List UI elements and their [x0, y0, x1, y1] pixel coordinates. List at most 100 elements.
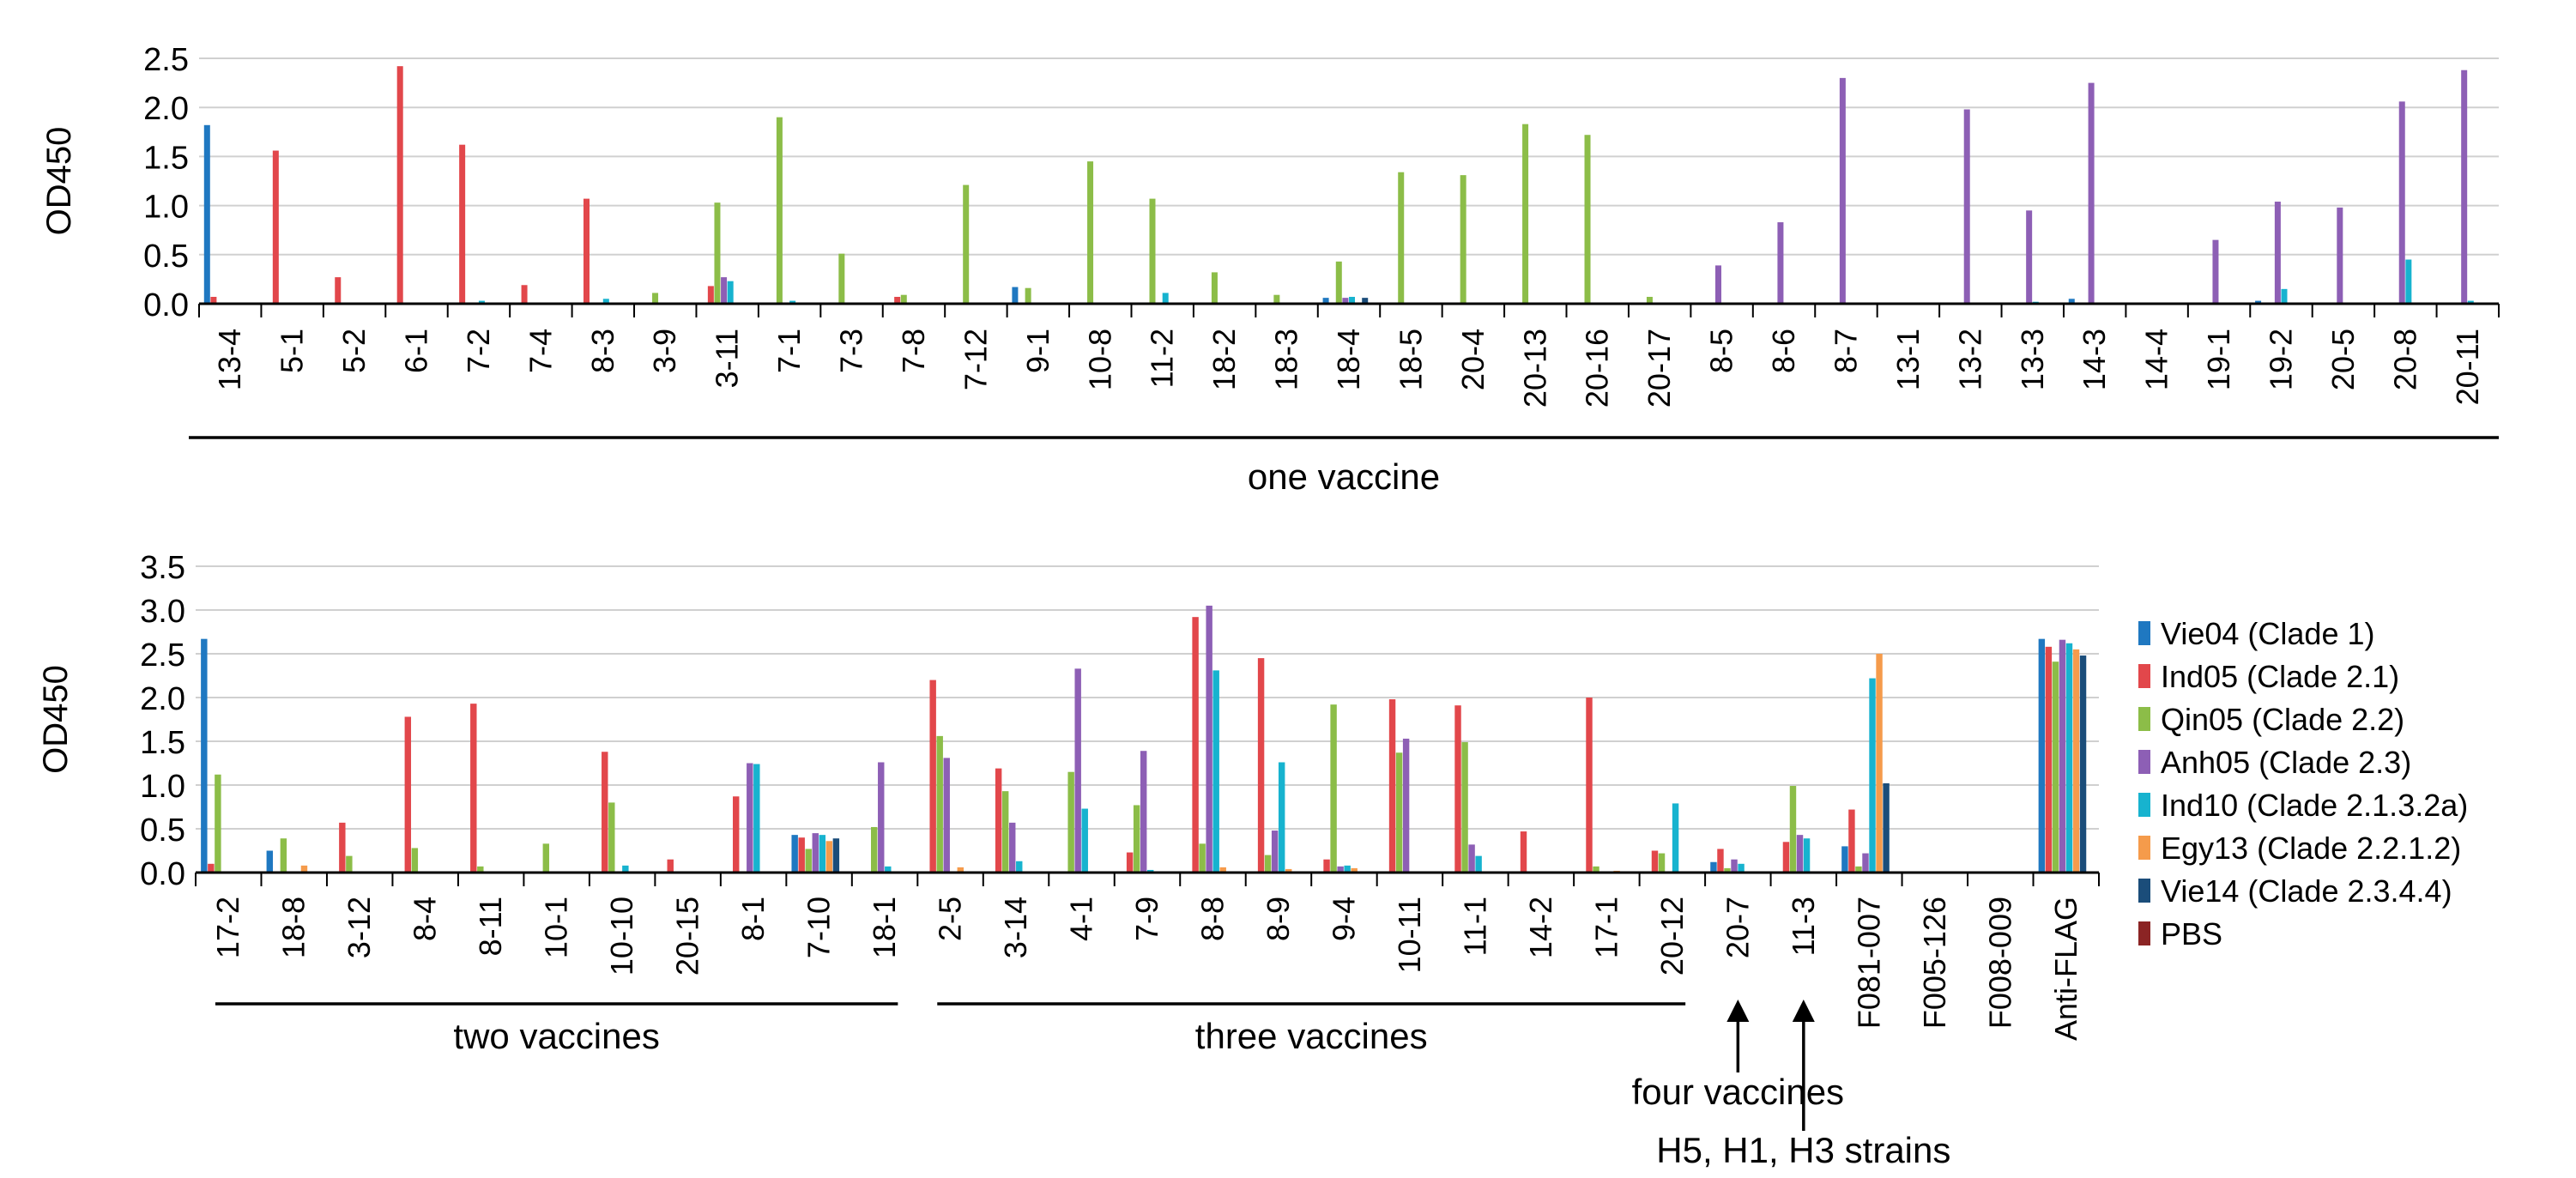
x-category-label: 8-4 — [408, 897, 443, 941]
bar-anh05 — [878, 762, 885, 873]
bar-ind10 — [2281, 288, 2288, 304]
x-category-label: 20-17 — [1642, 329, 1677, 408]
y-tick-label: 1.0 — [140, 769, 185, 805]
x-category-label: 9-1 — [1020, 329, 1055, 373]
bar-anh05 — [1140, 751, 1147, 873]
bar-ind05 — [1323, 859, 1330, 873]
bar-ind05 — [798, 837, 805, 873]
annotation-label: H5, H1, H3 strains — [1656, 1130, 1950, 1170]
x-category-label: 13-4 — [212, 329, 247, 390]
bar-anh05 — [2026, 210, 2033, 304]
bar-ind05 — [1126, 852, 1134, 873]
bar-anh05 — [1777, 222, 1784, 304]
x-category-label: 3-12 — [342, 897, 377, 958]
bar-vie14 — [2079, 655, 2087, 873]
x-category-label: 20-16 — [1580, 329, 1615, 408]
bar-ind10 — [819, 835, 826, 873]
bar-ind10 — [885, 866, 892, 873]
legend-swatch-anh05 — [2138, 750, 2150, 774]
y-tick-label: 1.5 — [140, 725, 185, 761]
x-category-label: Anti-FLAG — [2048, 897, 2083, 1041]
bar-ind05 — [667, 859, 674, 873]
x-category-label: 20-11 — [2450, 329, 2485, 405]
bar-anh05 — [2059, 639, 2066, 873]
legend-swatch-vie14 — [2138, 879, 2150, 903]
x-category-label: 7-3 — [834, 329, 869, 373]
legend-label: Ind05 (Clade 2.1) — [2161, 659, 2399, 694]
bar-ind05 — [1848, 809, 1855, 873]
x-category-label: 7-8 — [896, 329, 931, 373]
bar-qin05 — [714, 202, 721, 304]
bar-ind10 — [622, 865, 629, 873]
bar-vie04 — [2255, 300, 2262, 304]
x-category-label: 7-4 — [523, 329, 558, 373]
x-category-label: 20-7 — [1720, 897, 1755, 958]
legend-swatch-qin05 — [2138, 707, 2150, 731]
x-category-label: F008-009 — [1982, 897, 2017, 1029]
bar-qin05 — [215, 774, 221, 873]
bar-anh05 — [812, 833, 819, 873]
bar-ind05 — [1782, 842, 1790, 873]
x-category-label: 11-2 — [1145, 329, 1180, 388]
bar-anh05 — [1402, 738, 1410, 873]
bar-vie04 — [1710, 861, 1717, 873]
y-tick-label: 1.5 — [143, 140, 189, 176]
y-tick-label: 0.5 — [140, 813, 185, 849]
legend-swatch-pbs — [2138, 921, 2150, 945]
bar-qin05 — [1087, 161, 1094, 304]
bar-qin05 — [346, 855, 353, 873]
bar-qin05 — [1264, 855, 1272, 873]
bar-qin05 — [542, 843, 550, 873]
x-category-label: 8-8 — [1194, 897, 1230, 941]
legend-label: PBS — [2161, 916, 2222, 951]
bar-qin05 — [1593, 866, 1599, 873]
bar-egy13 — [825, 841, 833, 873]
y-tick-label: 2.5 — [143, 42, 189, 78]
y-axis-label: OD450 — [37, 665, 75, 774]
bar-vie04 — [266, 850, 274, 873]
bar-qin05 — [1199, 843, 1206, 873]
bar-vie04 — [2068, 299, 2075, 304]
bar-ind10 — [1212, 670, 1219, 873]
bar-egy13 — [1876, 654, 1883, 873]
bar-ind10 — [1869, 678, 1876, 873]
x-category-label: 8-9 — [1261, 897, 1296, 941]
y-tick-label: 2.5 — [140, 637, 185, 674]
x-category-label: 3-14 — [998, 897, 1033, 958]
x-category-label: 3-9 — [647, 329, 682, 373]
x-category-label: 3-11 — [710, 329, 745, 388]
bar-qin05 — [1149, 198, 1156, 304]
legend-label: Anh05 (Clade 2.3) — [2161, 745, 2411, 780]
y-tick-label: 3.5 — [140, 550, 185, 586]
bar-anh05 — [2461, 69, 2468, 304]
bar-ind10 — [1803, 838, 1811, 873]
x-category-label: 19-2 — [2263, 329, 2298, 390]
legend-swatch-vie04 — [2138, 621, 2150, 645]
bar-ind05 — [459, 144, 466, 304]
x-category-label: 20-5 — [2325, 329, 2361, 390]
x-category-label: 20-4 — [1455, 329, 1491, 390]
x-category-label: 8-3 — [585, 329, 620, 373]
bar-qin05 — [2052, 661, 2059, 873]
bar-ind05 — [1388, 699, 1396, 873]
x-category-label: 18-1 — [867, 897, 902, 958]
x-category-label: 7-10 — [801, 897, 837, 958]
bar-ind10 — [1081, 808, 1088, 873]
bar-qin05 — [1584, 135, 1591, 304]
bar-egy13 — [300, 865, 308, 873]
bar-anh05 — [2212, 239, 2219, 304]
x-category-label: 6-1 — [399, 329, 434, 373]
bar-anh05 — [1714, 265, 1721, 304]
bar-egy13 — [1219, 867, 1226, 873]
x-category-label: 5-1 — [275, 329, 310, 373]
legend-swatch-ind05 — [2138, 664, 2150, 688]
bar-anh05 — [1074, 668, 1081, 873]
bar-ind05 — [1586, 698, 1593, 873]
bar-qin05 — [1855, 866, 1862, 873]
x-category-label: 10-10 — [604, 897, 639, 976]
bar-qin05 — [652, 293, 659, 304]
bar-qin05 — [1067, 771, 1074, 873]
y-tick-label: 1.0 — [143, 190, 189, 226]
bar-ind05 — [272, 150, 279, 304]
